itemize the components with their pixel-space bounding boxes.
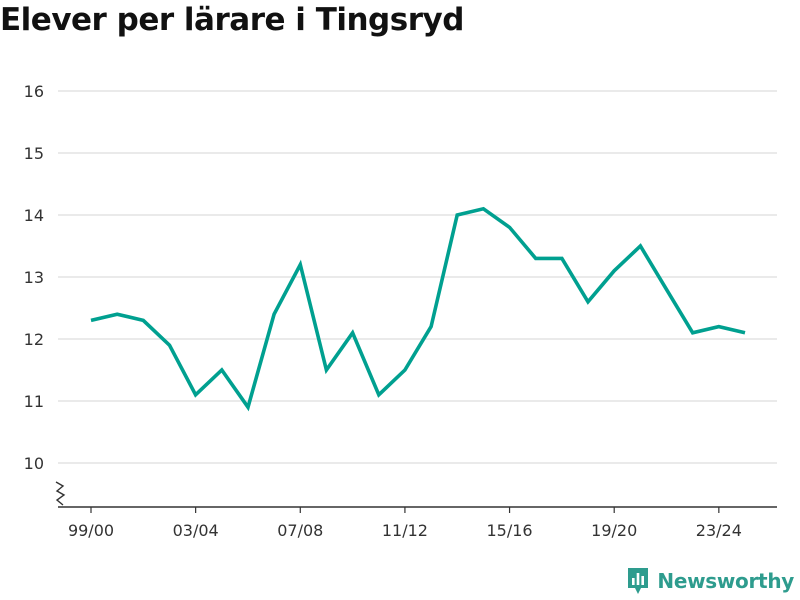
x-tick-label: 19/20 bbox=[591, 521, 637, 540]
x-tick-label: 99/00 bbox=[68, 521, 114, 540]
x-tick-label: 15/16 bbox=[487, 521, 533, 540]
x-tick-label: 07/08 bbox=[277, 521, 323, 540]
brand-logo: Newsworthy bbox=[626, 566, 794, 596]
y-tick-label: 11 bbox=[24, 392, 44, 411]
x-tick-label: 03/04 bbox=[173, 521, 219, 540]
y-tick-label: 14 bbox=[24, 206, 44, 225]
x-tick-label: 23/24 bbox=[696, 521, 742, 540]
y-tick-label: 15 bbox=[24, 144, 44, 163]
brand-name: Newsworthy bbox=[657, 569, 794, 593]
y-tick-label: 16 bbox=[24, 82, 44, 101]
series-line bbox=[90, 206, 746, 412]
bar-chart-logo-icon bbox=[628, 568, 649, 594]
axis-break-icon bbox=[55, 481, 66, 506]
y-tick-label: 13 bbox=[24, 268, 44, 287]
y-tick-label: 12 bbox=[24, 330, 44, 349]
x-tick-label: 11/12 bbox=[382, 521, 428, 540]
y-tick-label: 10 bbox=[24, 454, 44, 473]
chart-title: Elever per lärare i Tingsryd bbox=[0, 2, 464, 38]
